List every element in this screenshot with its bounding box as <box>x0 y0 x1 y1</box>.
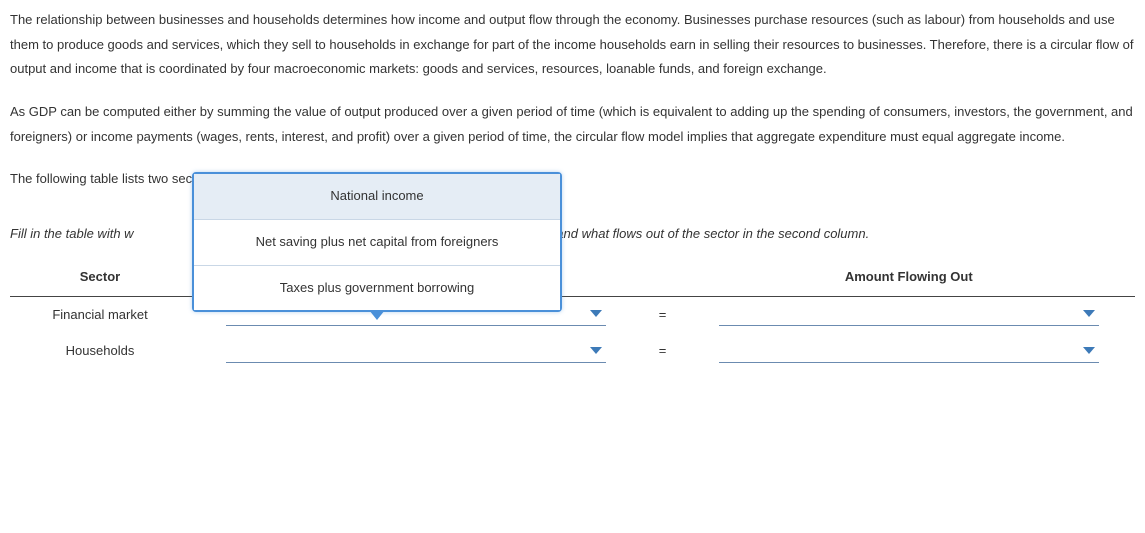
table-row: Financial market = <box>10 296 1135 333</box>
dropdown-option-3[interactable]: Taxes plus government borrowing <box>194 266 560 311</box>
table-container: Fill in the table with wt column and wha… <box>10 222 1135 370</box>
sector-cell-1: Financial market <box>10 296 190 333</box>
instruction-text: Fill in the table with wt column and wha… <box>10 222 1135 247</box>
intro-paragraph-3: The following table lists two sectors of… <box>10 167 1135 192</box>
instruction-prefix: Fill in the table with w <box>10 226 134 241</box>
header-sector: Sector <box>10 259 190 296</box>
dropdown-option-1[interactable]: National income <box>194 174 560 220</box>
equals-2: = <box>643 333 683 370</box>
dropdown-flow-out-2[interactable] <box>719 341 1099 363</box>
chevron-down-icon <box>590 347 602 354</box>
intro-paragraph-1: The relationship between businesses and … <box>10 8 1135 82</box>
dropdown-menu-open[interactable]: National income Net saving plus net capi… <box>192 172 562 312</box>
header-eq-blank <box>643 259 683 296</box>
dropdown-option-2[interactable]: Net saving plus net capital from foreign… <box>194 220 560 266</box>
intro-paragraph-2: As GDP can be computed either by summing… <box>10 100 1135 149</box>
table-row: Households = <box>10 333 1135 370</box>
chevron-down-icon <box>1083 310 1095 317</box>
flow-out-cell-1 <box>683 296 1136 333</box>
chevron-down-icon <box>1083 347 1095 354</box>
header-flowing-out: Amount Flowing Out <box>683 259 1136 296</box>
table-header-row: Sector Amount Flowing Out <box>10 259 1135 296</box>
sector-table: Sector Amount Flowing Out Financial mark… <box>10 259 1135 370</box>
equals-1: = <box>643 296 683 333</box>
dropdown-flow-out-1[interactable] <box>719 304 1099 326</box>
dropdown-flow-in-2[interactable] <box>226 341 606 363</box>
sector-cell-2: Households <box>10 333 190 370</box>
flow-in-cell-2 <box>190 333 643 370</box>
chevron-down-icon <box>590 310 602 317</box>
flow-out-cell-2 <box>683 333 1136 370</box>
